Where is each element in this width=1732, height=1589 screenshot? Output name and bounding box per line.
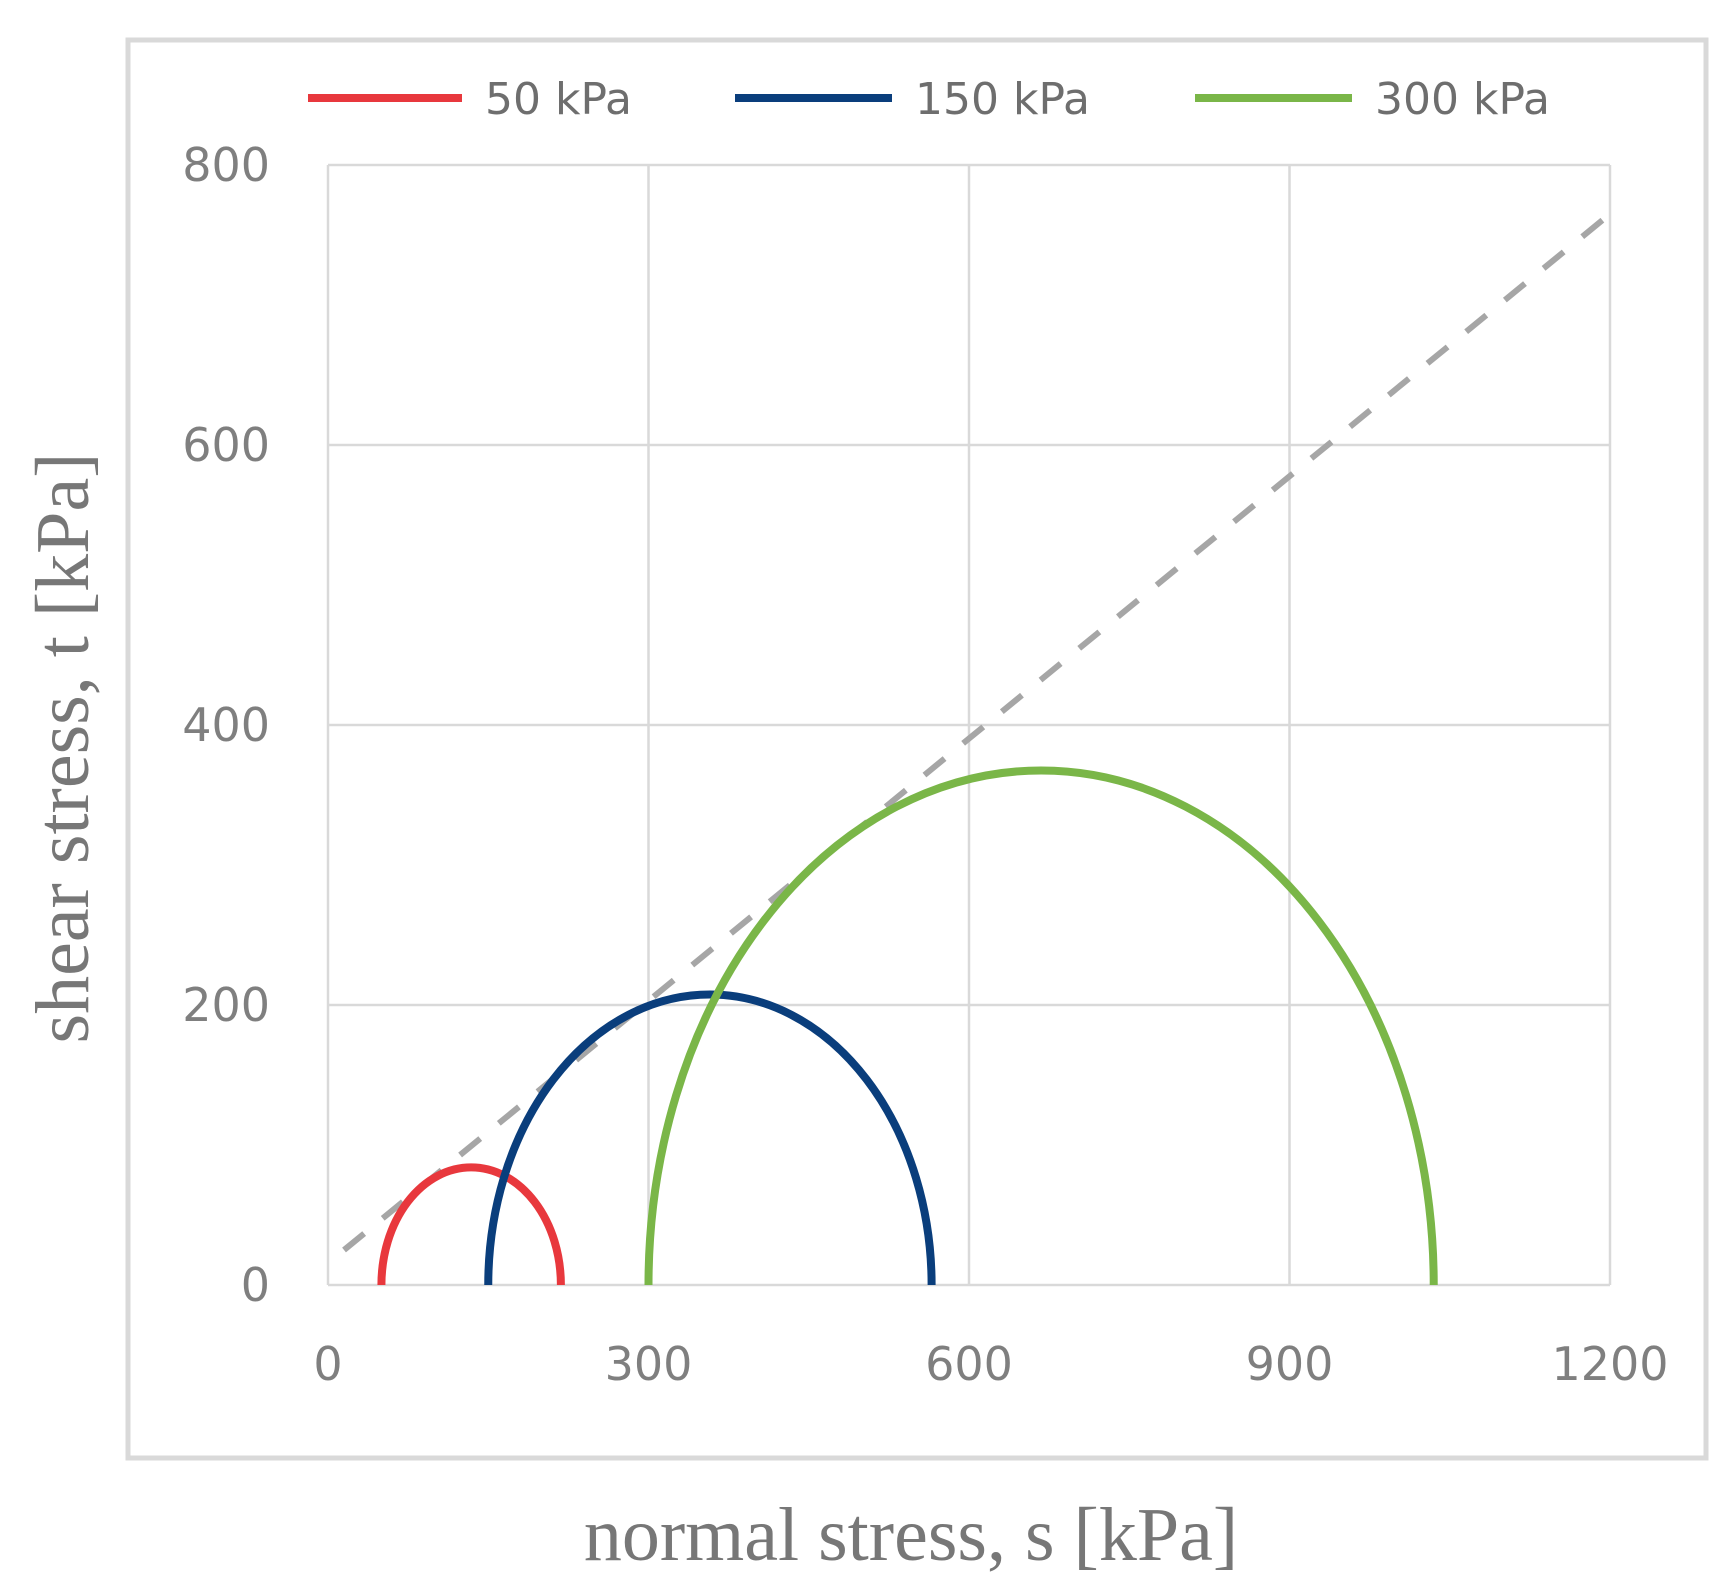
- mohr-circle-series-1: [484, 990, 936, 1286]
- x-tick-label-0: 0: [313, 1337, 342, 1391]
- y-tick-label-600: 600: [182, 418, 270, 472]
- grid-layer: [326, 163, 1612, 1287]
- tick-layer: 0 300 600 900 1200 0 200 400 600 800: [182, 138, 1668, 1391]
- y-tick-label-200: 200: [182, 978, 270, 1032]
- chart-frame: [125, 37, 1709, 1461]
- legend-label-1: 150 kPa: [915, 74, 1090, 125]
- x-tick-label-600: 600: [925, 1337, 1013, 1391]
- legend-label-2: 300 kPa: [1375, 74, 1550, 125]
- x-tick-label-900: 900: [1246, 1337, 1334, 1391]
- y-tick-label-400: 400: [182, 698, 270, 752]
- mohr-circle-series-0: [377, 1163, 565, 1286]
- y-tick-label-800: 800: [182, 138, 270, 192]
- x-axis-title: normal stress, s [kPa]: [584, 1493, 1238, 1577]
- legend-label-0: 50 kPa: [485, 74, 632, 125]
- series-layer: [377, 771, 1433, 1286]
- x-tick-label-300: 300: [605, 1337, 693, 1391]
- y-axis-title: shear stress, t [kPa]: [21, 453, 105, 1044]
- x-tick-label-1200: 1200: [1551, 1337, 1668, 1391]
- legend-layer: 50 kPa 150 kPa 300 kPa: [308, 74, 1550, 125]
- y-tick-label-0: 0: [241, 1258, 270, 1312]
